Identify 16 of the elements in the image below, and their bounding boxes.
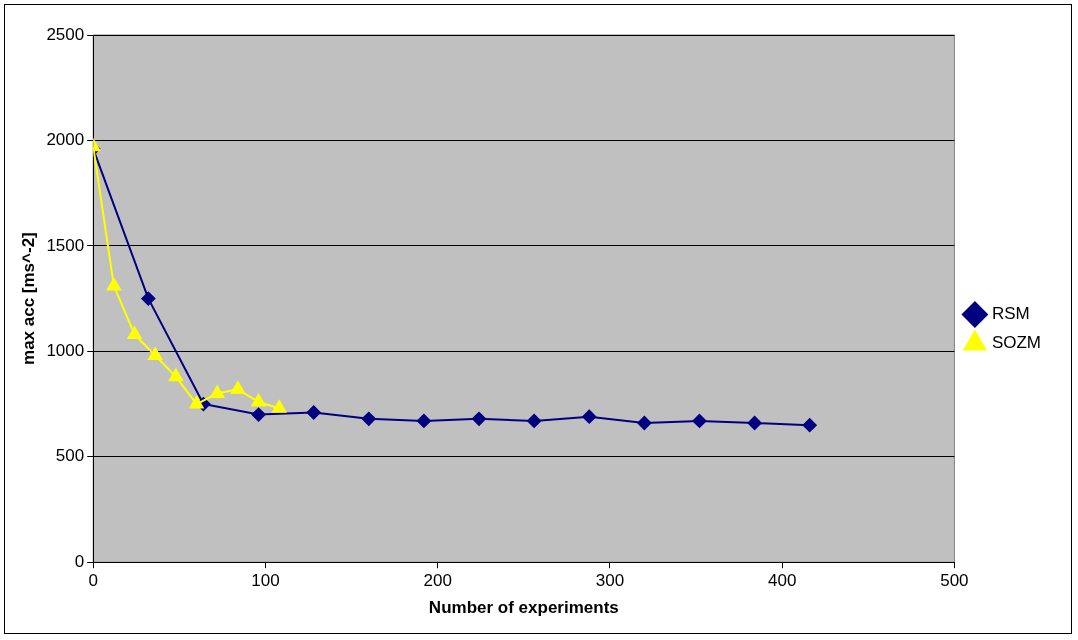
y-tick-label: 1500 [46, 235, 85, 255]
x-tick-label: 500 [940, 571, 969, 591]
x-tick-label: 300 [595, 571, 625, 591]
y-tick-label: 500 [55, 446, 85, 466]
y-tick-label: 0 [74, 551, 85, 571]
x-axis-title: Number of experiments [428, 598, 619, 618]
y-tick-label: 2500 [46, 24, 85, 44]
legend-label: SOZM [991, 333, 1041, 353]
legend-label: RSM [991, 304, 1030, 324]
y-tick-label: 1000 [46, 341, 85, 361]
x-tick-label: 200 [423, 571, 452, 591]
x-tick-label: 100 [251, 571, 280, 591]
x-tick-label: 0 [88, 571, 98, 591]
y-axis-title: max acc [ms^-2] [18, 232, 38, 365]
x-tick-label: 400 [767, 571, 797, 591]
y-tick-label: 2000 [46, 130, 85, 150]
